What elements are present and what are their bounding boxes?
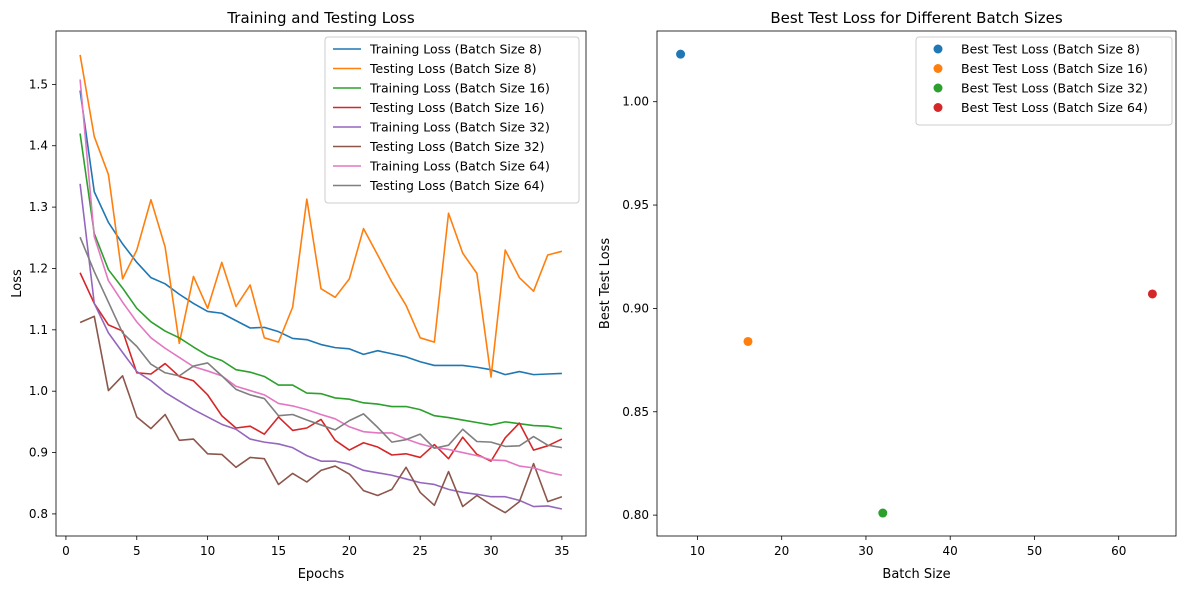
axes-frame xyxy=(656,30,1177,537)
legend-label: Testing Loss (Batch Size 64) xyxy=(369,178,545,193)
y-axis-label: Best Test Loss xyxy=(598,238,613,329)
legend-swatch xyxy=(933,83,943,93)
series-line-8 xyxy=(79,236,563,450)
legend-label: Best Test Loss (Batch Size 32) xyxy=(961,81,1148,96)
legend-label: Training Loss (Batch Size 32) xyxy=(369,120,550,135)
legend-swatch xyxy=(933,103,943,112)
y-tick-label: 0.80 xyxy=(622,508,649,522)
legend-label: Testing Loss (Batch Size 8) xyxy=(369,61,537,76)
legend-swatch xyxy=(933,44,943,54)
chart-title: Best Test Loss for Different Batch Sizes xyxy=(770,9,1063,27)
legend-label: Best Test Loss (Batch Size 8) xyxy=(961,42,1140,57)
y-tick-label: 1.1 xyxy=(29,323,48,337)
best-test-loss-plot: Best Test Loss for Different Batch Sizes… xyxy=(598,9,1177,582)
y-tick-label: 1.0 xyxy=(29,384,48,398)
plot-data-layer xyxy=(79,54,563,514)
y-tick-label: 0.85 xyxy=(622,405,649,419)
x-tick-label: 50 xyxy=(1027,544,1042,558)
y-tick-label: 1.4 xyxy=(29,139,48,153)
series-line-2 xyxy=(79,54,563,378)
y-tick-label: 0.8 xyxy=(29,507,48,521)
scatter-point-1 xyxy=(676,49,686,59)
loss-curves-plot: Training and Testing Loss 0 5 10 15 20 25 30 35 0… xyxy=(10,9,587,582)
legend-box xyxy=(915,36,1173,126)
x-tick-label: 30 xyxy=(483,544,498,558)
series-line-1 xyxy=(79,90,562,376)
plot-data-layer xyxy=(676,49,1157,518)
x-tick-label: 30 xyxy=(858,544,873,558)
x-axis-label: Batch Size xyxy=(882,567,950,582)
x-tick-label: 15 xyxy=(271,544,286,558)
legend-label: Training Loss (Batch Size 64) xyxy=(369,159,550,174)
x-tick-label: 10 xyxy=(200,544,215,558)
series-line-7 xyxy=(79,79,563,477)
axes-frame xyxy=(55,30,587,537)
legend-label: Best Test Loss (Batch Size 16) xyxy=(961,61,1148,76)
scatter-point-2 xyxy=(743,336,753,346)
x-tick-label: 25 xyxy=(413,544,428,558)
series-line-5 xyxy=(79,183,563,510)
legend-label: Best Test Loss (Batch Size 64) xyxy=(961,100,1148,115)
scatter-point-4 xyxy=(1147,289,1157,299)
legend-swatch xyxy=(933,64,943,73)
legend-label: Training Loss (Batch Size 16) xyxy=(369,81,550,96)
scatter-point-3 xyxy=(878,508,888,518)
chart-title: Training and Testing Loss xyxy=(226,9,415,27)
x-axis-label: Epochs xyxy=(298,567,345,582)
series-line-3 xyxy=(79,133,563,430)
y-tick-label: 1.3 xyxy=(29,200,48,214)
x-tick-label: 5 xyxy=(133,544,141,558)
x-tick-label: 35 xyxy=(554,544,569,558)
x-tick-label: 10 xyxy=(690,544,705,558)
x-tick-label: 0 xyxy=(62,544,70,558)
legend-label: Testing Loss (Batch Size 16) xyxy=(369,100,545,115)
y-tick-label: 1.00 xyxy=(622,95,649,109)
x-tick-label: 40 xyxy=(943,544,958,558)
x-tick-label: 60 xyxy=(1111,544,1126,558)
y-tick-label: 1.5 xyxy=(29,77,48,91)
legend-box xyxy=(324,36,580,204)
x-tick-label: 20 xyxy=(774,544,789,558)
y-tick-label: 0.9 xyxy=(29,446,48,460)
y-tick-label: 0.90 xyxy=(622,301,649,315)
y-tick-label: 1.2 xyxy=(29,261,48,275)
legend-label: Testing Loss (Batch Size 32) xyxy=(369,139,545,154)
x-tick-label: 20 xyxy=(342,544,357,558)
y-axis-label: Loss xyxy=(10,269,25,298)
y-tick-label: 0.95 xyxy=(622,198,649,212)
series-line-6 xyxy=(79,315,563,514)
legend-label: Training Loss (Batch Size 8) xyxy=(369,42,542,57)
